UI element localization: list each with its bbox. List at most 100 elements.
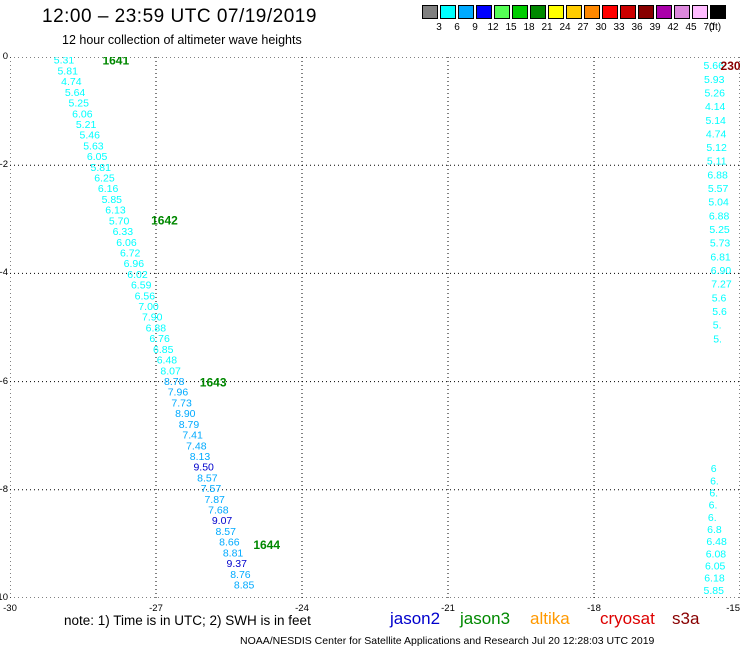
- swh-value-label: 7.87: [204, 494, 225, 506]
- map-plot: 5.31 5.81 4.74 5.64 5.25 6.06 5.21 5.46 5.63 6.05…: [9, 54, 740, 599]
- swh-value-label: 6.48: [157, 355, 178, 367]
- swh-value-label: 6.02: [127, 269, 148, 281]
- legend-swatch: [494, 5, 510, 19]
- swh-value-label: 8.57: [215, 526, 236, 538]
- swh-value-label: 6.05: [705, 561, 726, 573]
- swh-value-label: 5.64: [65, 87, 86, 99]
- swh-value-label: 5.25: [68, 98, 89, 110]
- swh-value-label: 6.96: [124, 258, 145, 270]
- swh-value-label: 5.21: [76, 119, 97, 131]
- legend-swatch-label: 45: [685, 22, 697, 33]
- swh-value-label: 6.56: [135, 290, 156, 302]
- swh-value-label: 8.78: [164, 376, 185, 388]
- swh-value-label: 6.: [710, 475, 719, 487]
- swh-value-label: 7.48: [186, 440, 207, 452]
- x-tick-label: -15: [726, 603, 740, 614]
- swh-value-label: 6.90: [711, 265, 732, 277]
- swh-value-label: 7.57: [201, 483, 222, 495]
- legend-swatch: [458, 5, 474, 19]
- swh-value-label: 5.93: [704, 74, 725, 86]
- legend-swatch: [476, 5, 492, 19]
- swh-value-label: 7.68: [208, 505, 229, 517]
- swh-value-label: 6.: [709, 488, 718, 500]
- legend-jason2: jason2: [390, 609, 441, 628]
- x-tick-label: -21: [441, 603, 455, 614]
- legend-swatch: [692, 5, 708, 19]
- legend-swatch-label: 39: [649, 22, 661, 33]
- swh-value-label: 6.: [709, 500, 718, 512]
- swh-value-label: 8.13: [190, 451, 211, 463]
- legend-swatch-label: 18: [523, 22, 535, 33]
- swh-value-label: 5.6: [712, 292, 727, 304]
- legend-swatch: [710, 5, 726, 19]
- swh-value-label: 8.76: [230, 569, 251, 581]
- swh-value-label: 9.07: [212, 515, 233, 527]
- swh-value-label: 5.63: [83, 140, 104, 152]
- swh-value-label: 5.70: [109, 215, 130, 227]
- swh-value-label: 6.18: [704, 573, 725, 585]
- swh-value-label: 7.27: [711, 279, 732, 291]
- swh-value-label: 6.85: [153, 344, 174, 356]
- swh-value-label: 4.74: [706, 128, 727, 140]
- swh-value-label: 8.85: [234, 579, 255, 591]
- legend-swatch: [584, 5, 600, 19]
- legend-unit: (ft): [708, 22, 722, 33]
- swh-value-label: 6.88: [709, 210, 730, 222]
- swh-value-label: 8.07: [160, 365, 181, 377]
- legend-s3a: s3a: [672, 609, 700, 628]
- swh-value-label: 6.72: [120, 247, 141, 259]
- legend-swatch-label: 70: [703, 22, 715, 33]
- swh-value-label: 6.33: [113, 226, 134, 238]
- legend-swatch-label: 15: [505, 22, 517, 33]
- legend-swatch: [620, 5, 636, 19]
- swh-value-label: 8.81: [223, 547, 244, 559]
- legend-swatch: [656, 5, 672, 19]
- swh-value-label: 5.04: [708, 197, 729, 209]
- credit-line: NOAA/NESDIS Center for Satellite Applica…: [240, 635, 655, 647]
- footnote: note: 1) Time is in UTC; 2) SWH is in fe…: [64, 613, 311, 628]
- swh-value-label: 6.05: [87, 151, 108, 163]
- swh-value-label: 6.8: [707, 524, 722, 536]
- legend-swatch-label: 21: [541, 22, 553, 33]
- legend-swatch-label: 12: [487, 22, 499, 33]
- swh-value-label: 8.66: [219, 537, 240, 549]
- swh-value-label: 5.46: [80, 130, 101, 142]
- legend-swatch-label: 6: [454, 22, 460, 33]
- y-tick-label: -8: [0, 483, 8, 495]
- swh-value-label: 5.66: [704, 60, 725, 72]
- legend-swatch: [512, 5, 528, 19]
- legend-swatch: [566, 5, 582, 19]
- swh-value-label: 4.74: [61, 76, 82, 88]
- x-tick-label: -24: [295, 603, 309, 614]
- swh-value-label: 5.: [713, 333, 722, 345]
- swh-value-label: 5.: [713, 320, 722, 332]
- swh-value-label: 9.37: [227, 558, 248, 570]
- swh-value-label: 6.13: [105, 205, 126, 217]
- swh-value-label: 6.81: [710, 251, 731, 263]
- legend-swatch-label: 30: [595, 22, 607, 33]
- y-tick-label: -2: [0, 159, 8, 171]
- swh-value-label: 6.88: [707, 169, 728, 181]
- legend-jason3: jason3: [460, 609, 511, 628]
- swh-value-label: 5.6: [712, 306, 727, 318]
- swh-value-label: 6.76: [149, 333, 170, 345]
- swh-value-label: 4.14: [705, 101, 726, 113]
- y-tick-label: -4: [0, 267, 8, 279]
- legend-swatch: [638, 5, 654, 19]
- y-tick-label: -6: [0, 375, 8, 387]
- swh-value-label: 6.06: [116, 237, 137, 249]
- swh-value-label: 9.50: [193, 462, 214, 474]
- swh-value-label: 5.26: [704, 87, 725, 99]
- page-subtitle: 12 hour collection of altimeter wave hei…: [62, 33, 302, 47]
- swh-value-label: 7.90: [142, 312, 163, 324]
- swh-value-label: 5.81: [57, 65, 78, 77]
- swh-value-label: 6.16: [98, 183, 119, 195]
- legend-swatch-label: 27: [577, 22, 589, 33]
- legend-swatch-label: 24: [559, 22, 571, 33]
- pass-time-label: 230: [721, 59, 740, 73]
- legend-swatch: [530, 5, 546, 19]
- pass-time-label: 1641: [102, 57, 129, 68]
- pass-time-label: 1642: [151, 213, 178, 227]
- swh-value-label: 7.00: [138, 301, 159, 313]
- swh-value-label: 6.25: [94, 173, 115, 185]
